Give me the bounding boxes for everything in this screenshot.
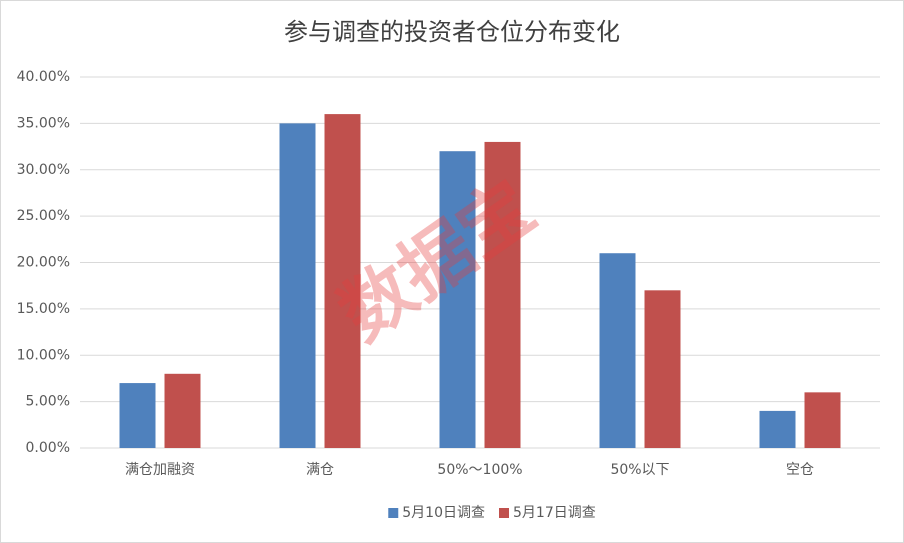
- y-tick-label: 15.00%: [17, 301, 70, 317]
- bar: [164, 373, 201, 448]
- bar: [759, 410, 796, 448]
- bar: [439, 151, 476, 448]
- legend-swatch: [499, 508, 509, 518]
- y-tick-label: 20.00%: [17, 255, 70, 271]
- chart-title: 参与调查的投资者仓位分布变化: [284, 18, 620, 46]
- x-tick-label: 满仓: [306, 462, 334, 478]
- bar: [644, 290, 681, 448]
- bar: [279, 123, 316, 448]
- y-tick-label: 30.00%: [17, 162, 70, 178]
- bar: [599, 253, 636, 448]
- legend-item: 5月10日调查: [388, 505, 485, 521]
- legend-label: 5月17日调查: [513, 505, 596, 521]
- bar: [804, 392, 841, 448]
- bar: [484, 141, 521, 449]
- x-tick-label: 满仓加融资: [125, 462, 195, 478]
- bar: [324, 114, 361, 448]
- x-tick-label: 空仓: [786, 462, 814, 478]
- y-tick-label: 5.00%: [26, 394, 70, 410]
- bar: [119, 383, 156, 448]
- legend-label: 5月10日调查: [402, 505, 485, 521]
- legend-item: 5月17日调查: [499, 505, 596, 521]
- y-tick-label: 0.00%: [26, 440, 70, 456]
- y-tick-label: 25.00%: [17, 208, 70, 224]
- y-tick-label: 10.00%: [17, 347, 70, 363]
- y-tick-label: 35.00%: [17, 115, 70, 131]
- x-tick-label: 50%以下: [610, 462, 669, 478]
- plot-area: 0.00% 5.00% 10.00% 15.00% 20.00% 25.00% 30.00%…: [17, 69, 880, 478]
- y-tick-label: 40.00%: [17, 69, 70, 85]
- legend-swatch: [388, 508, 399, 518]
- x-tick-label: 50%～100%: [437, 462, 522, 478]
